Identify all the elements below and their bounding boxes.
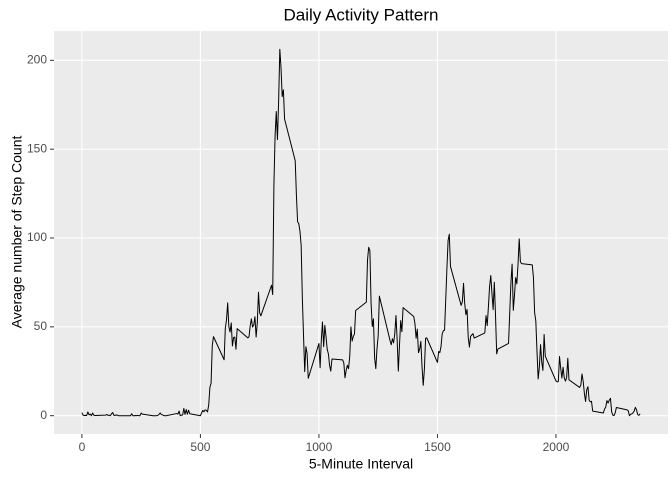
chart-title: Daily Activity Pattern — [284, 5, 439, 24]
line — [81, 48, 641, 417]
y-tick-label: 100 — [27, 230, 47, 244]
grid — [54, 31, 668, 434]
y-tick-label: 150 — [27, 141, 47, 155]
y-tick-label: 50 — [34, 319, 48, 333]
x-tick-label: 0 — [79, 440, 86, 454]
x-axis-title: 5-Minute Interval — [309, 456, 413, 472]
y-tick-label: 200 — [27, 52, 47, 66]
x-tick-label: 1500 — [424, 440, 451, 454]
y-axis-title: Average number of Step Count — [9, 136, 25, 329]
marks — [81, 48, 641, 417]
y-tick-label: 0 — [40, 408, 47, 422]
x-tick-label: 2000 — [543, 440, 570, 454]
x-tick-label: 500 — [190, 440, 210, 454]
plot-panel — [54, 31, 668, 434]
x-tick-label: 1000 — [306, 440, 333, 454]
